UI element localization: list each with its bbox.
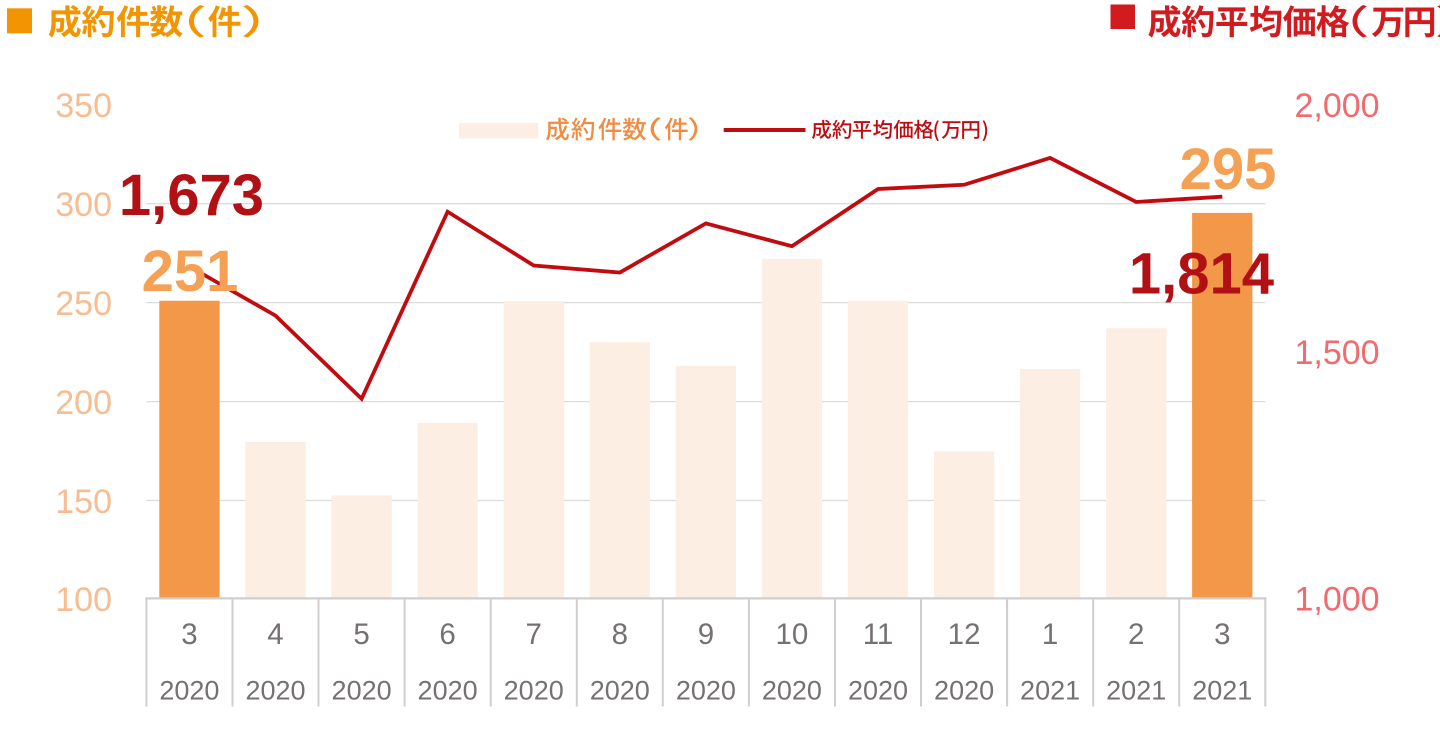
svg-text:2020: 2020 xyxy=(934,675,994,705)
svg-text:2020: 2020 xyxy=(245,675,305,705)
svg-text:2020: 2020 xyxy=(848,675,908,705)
svg-text:2: 2 xyxy=(1128,618,1144,651)
svg-text:1,673: 1,673 xyxy=(119,163,264,228)
svg-text:295: 295 xyxy=(1180,137,1277,202)
svg-text:1,000: 1,000 xyxy=(1295,580,1380,618)
svg-text:6: 6 xyxy=(439,618,455,651)
svg-text:2021: 2021 xyxy=(1192,675,1252,705)
svg-text:5: 5 xyxy=(353,618,369,651)
svg-text:250: 250 xyxy=(55,285,112,323)
svg-text:2020: 2020 xyxy=(762,675,822,705)
svg-text:2020: 2020 xyxy=(418,675,478,705)
svg-text:10: 10 xyxy=(775,618,808,651)
svg-text:1,500: 1,500 xyxy=(1295,334,1380,372)
svg-text:1,814: 1,814 xyxy=(1129,242,1274,307)
svg-text:1: 1 xyxy=(1042,618,1058,651)
svg-text:2020: 2020 xyxy=(590,675,650,705)
svg-text:12: 12 xyxy=(948,618,981,651)
svg-text:8: 8 xyxy=(612,618,628,651)
svg-text:3: 3 xyxy=(1214,618,1230,651)
svg-text:2020: 2020 xyxy=(332,675,392,705)
svg-text:4: 4 xyxy=(267,618,283,651)
svg-text:2020: 2020 xyxy=(504,675,564,705)
svg-text:2020: 2020 xyxy=(159,675,219,705)
svg-text:200: 200 xyxy=(55,384,112,422)
svg-text:350: 350 xyxy=(55,87,112,125)
svg-text:11: 11 xyxy=(863,618,894,651)
svg-text:150: 150 xyxy=(55,483,112,521)
svg-text:2021: 2021 xyxy=(1106,675,1166,705)
svg-text:100: 100 xyxy=(55,581,112,619)
svg-text:3: 3 xyxy=(181,618,197,651)
svg-text:9: 9 xyxy=(698,618,714,651)
svg-text:7: 7 xyxy=(525,618,541,651)
svg-text:251: 251 xyxy=(142,239,239,304)
svg-text:2021: 2021 xyxy=(1020,675,1080,705)
svg-text:2020: 2020 xyxy=(676,675,736,705)
svg-text:300: 300 xyxy=(55,186,112,224)
svg-text:2,000: 2,000 xyxy=(1295,87,1380,125)
